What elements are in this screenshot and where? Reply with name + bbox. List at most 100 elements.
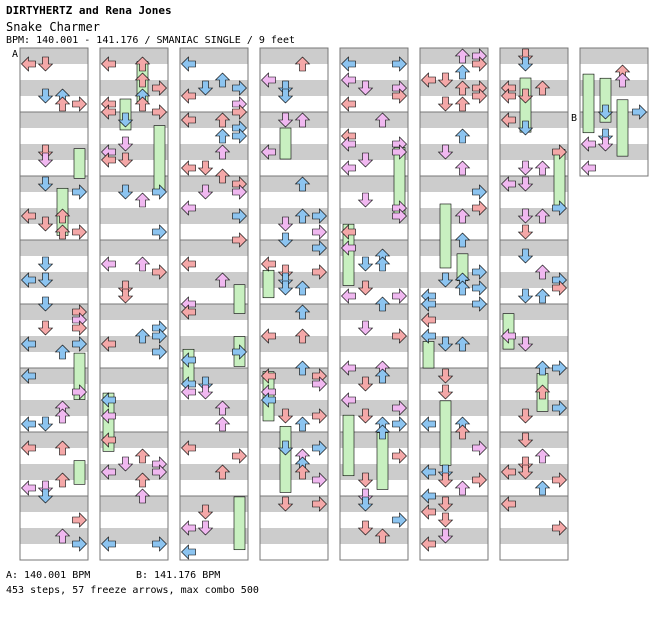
beat-stripe [580, 112, 648, 128]
beat-stripe [100, 48, 168, 64]
step-arrow [392, 328, 407, 344]
step-arrow [232, 104, 247, 120]
step-arrow [294, 56, 311, 72]
beat-stripe [20, 240, 88, 256]
beat-stripe [340, 48, 408, 64]
step-arrow [54, 224, 71, 240]
step-arrow [117, 152, 134, 168]
step-arrow [214, 416, 231, 432]
step-arrow [421, 296, 436, 312]
beat-stripe [100, 336, 168, 352]
step-arrow [54, 344, 71, 360]
step-arrow [232, 208, 247, 224]
step-arrow [472, 88, 487, 104]
step-arrow [392, 88, 407, 104]
beat-stripe [500, 112, 568, 128]
beat-stripe [20, 432, 88, 448]
step-arrow [312, 472, 327, 488]
step-arrow [437, 496, 454, 512]
step-arrow [597, 128, 614, 144]
step-arrow [517, 120, 534, 136]
step-arrow [101, 408, 116, 424]
beat-stripe [180, 80, 248, 96]
step-arrow [357, 152, 374, 168]
step-arrow [21, 56, 36, 72]
beat-stripe [100, 240, 168, 256]
freeze-bar [439, 400, 452, 466]
step-arrow [21, 368, 36, 384]
step-arrow [117, 280, 134, 296]
step-arrow [277, 440, 294, 456]
step-arrow [134, 472, 151, 488]
step-arrow [632, 104, 647, 120]
step-arrow [37, 416, 54, 432]
step-arrow [21, 416, 36, 432]
step-arrow [517, 288, 534, 304]
freeze-bar [233, 496, 246, 551]
step-arrow [341, 240, 356, 256]
beat-stripe [260, 304, 328, 320]
step-arrow [597, 104, 614, 120]
step-arrow [517, 456, 534, 472]
step-arrow [357, 192, 374, 208]
step-arrow [472, 264, 487, 280]
step-arrow [437, 464, 454, 480]
step-arrow [37, 272, 54, 288]
step-arrow [21, 208, 36, 224]
step-arrow [37, 488, 54, 504]
beat-stripe [20, 304, 88, 320]
step-arrow [181, 160, 196, 176]
step-arrow [597, 136, 614, 152]
beat-stripe [500, 272, 568, 288]
beat-stripe [180, 144, 248, 160]
step-arrow [357, 520, 374, 536]
step-arrow [341, 224, 356, 240]
beat-stripe [260, 464, 328, 480]
beat-stripe [100, 176, 168, 192]
step-arrow [117, 136, 134, 152]
bpm-change-a: A: 140.001 BPM [6, 570, 91, 581]
step-arrow [277, 408, 294, 424]
marker-b: B [571, 113, 577, 124]
freeze-bar [342, 414, 355, 477]
beat-stripe [20, 112, 88, 128]
beat-stripe [340, 208, 408, 224]
step-arrow [37, 56, 54, 72]
step-arrow [181, 520, 196, 536]
beat-stripe [340, 400, 408, 416]
step-arrow [421, 72, 436, 88]
beat-stripe [260, 272, 328, 288]
step-arrow [294, 176, 311, 192]
step-arrow [472, 440, 487, 456]
beat-stripe [260, 336, 328, 352]
step-arrow [357, 80, 374, 96]
step-arrow [437, 96, 454, 112]
step-arrow [152, 80, 167, 96]
step-arrow [534, 448, 551, 464]
step-arrow [277, 272, 294, 288]
step-arrow [261, 256, 276, 272]
step-arrow [454, 480, 471, 496]
beat-stripe [20, 528, 88, 544]
step-arrow [37, 216, 54, 232]
step-arrow [294, 208, 311, 224]
freeze-bar [279, 425, 292, 493]
step-arrow [214, 112, 231, 128]
step-arrow [152, 224, 167, 240]
beat-stripe [20, 336, 88, 352]
step-arrow [437, 368, 454, 384]
step-arrow [392, 144, 407, 160]
step-arrow [472, 56, 487, 72]
step-arrow [101, 432, 116, 448]
step-arrow [374, 296, 391, 312]
step-arrow [472, 472, 487, 488]
step-arrow [552, 360, 567, 376]
beat-stripe [500, 48, 568, 64]
beat-stripe [500, 496, 568, 512]
step-arrow [37, 88, 54, 104]
step-arrow [517, 432, 534, 448]
step-arrow [214, 72, 231, 88]
step-arrow [454, 96, 471, 112]
step-arrow [134, 256, 151, 272]
